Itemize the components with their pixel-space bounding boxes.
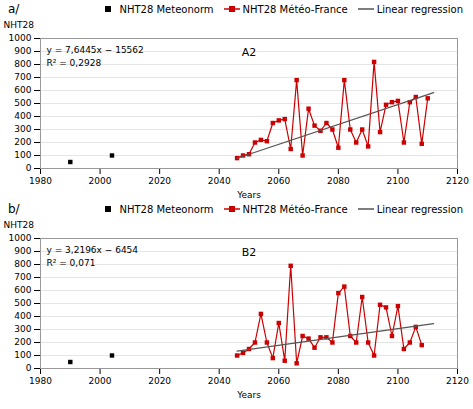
svg-text:y = 7,6445x − 15562: y = 7,6445x − 15562: [47, 45, 144, 55]
svg-text:700: 700: [14, 272, 31, 282]
svg-text:A2: A2: [242, 46, 257, 59]
svg-text:600: 600: [14, 285, 31, 295]
svg-text:100: 100: [14, 150, 31, 160]
html-text:NHT28 Météo-France: NHT28 Météo-France: [242, 203, 348, 215]
svg-text:2060: 2060: [267, 176, 290, 186]
svg-text:300: 300: [14, 124, 31, 134]
svg-text:800: 800: [14, 59, 31, 69]
svg-text:200: 200: [14, 137, 31, 147]
html-text:NHT28 Meteonorm: NHT28 Meteonorm: [119, 203, 214, 215]
svg-text:900: 900: [14, 46, 31, 56]
svg-text:2100: 2100: [386, 376, 409, 386]
svg-text:400: 400: [14, 311, 31, 321]
html-text:NHT28 Météo-France: NHT28 Météo-France: [242, 3, 348, 15]
svg-text:NHT28: NHT28: [4, 220, 35, 230]
svg-text:2080: 2080: [327, 176, 350, 186]
svg-text:Years: Years: [236, 190, 261, 200]
svg-text:2100: 2100: [386, 176, 409, 186]
svg-text:NHT28: NHT28: [4, 20, 35, 30]
svg-text:2000: 2000: [89, 376, 112, 386]
svg-text:200: 200: [14, 337, 31, 347]
svg-text:2120: 2120: [446, 176, 469, 186]
svg-text:R² = 0,2928: R² = 0,2928: [47, 58, 102, 68]
html-text:Linear regression: Linear regression: [376, 3, 463, 15]
svg-text:B2: B2: [242, 246, 257, 259]
svg-text:900: 900: [14, 246, 31, 256]
html-text:b/: b/: [8, 202, 20, 216]
svg-text:Years: Years: [236, 390, 261, 400]
svg-text:2020: 2020: [148, 376, 171, 386]
svg-text:500: 500: [14, 298, 31, 308]
svg-text:700: 700: [14, 72, 31, 82]
html-text:NHT28 Meteonorm: NHT28 Meteonorm: [119, 3, 214, 15]
svg-text:2080: 2080: [327, 376, 350, 386]
svg-text:2000: 2000: [89, 176, 112, 186]
svg-text:1980: 1980: [29, 376, 52, 386]
svg-text:300: 300: [14, 324, 31, 334]
svg-text:400: 400: [14, 111, 31, 121]
svg-text:600: 600: [14, 85, 31, 95]
svg-text:1000: 1000: [9, 33, 32, 43]
html-text:a/: a/: [8, 2, 20, 16]
svg-text:2060: 2060: [267, 376, 290, 386]
svg-text:2040: 2040: [208, 176, 231, 186]
svg-text:500: 500: [14, 98, 31, 108]
svg-text:0: 0: [26, 163, 32, 173]
svg-text:2020: 2020: [148, 176, 171, 186]
svg-text:1980: 1980: [29, 176, 52, 186]
svg-text:R² = 0,071: R² = 0,071: [47, 258, 96, 268]
html-text:Linear regression: Linear regression: [376, 203, 463, 215]
svg-text:2120: 2120: [446, 376, 469, 386]
svg-text:1000: 1000: [9, 233, 32, 243]
svg-text:100: 100: [14, 350, 31, 360]
svg-text:2040: 2040: [208, 376, 231, 386]
svg-text:y = 3,2196x − 6454: y = 3,2196x − 6454: [47, 245, 139, 255]
svg-text:800: 800: [14, 259, 31, 269]
svg-text:0: 0: [26, 363, 32, 373]
